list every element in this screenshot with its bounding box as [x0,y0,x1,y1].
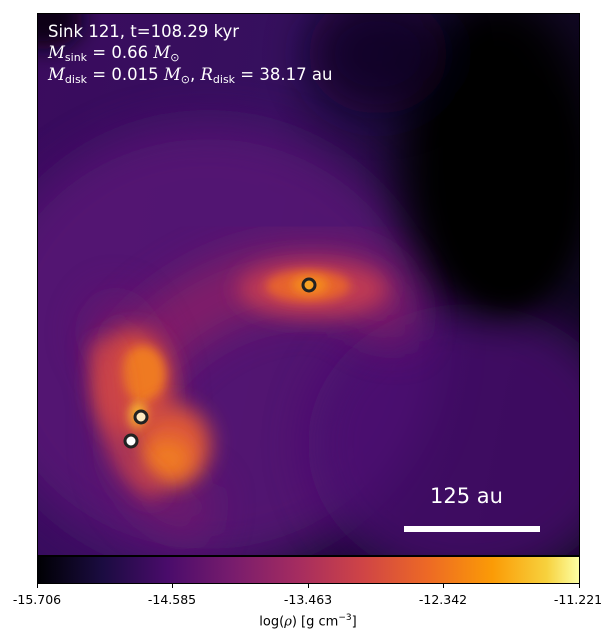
sink-marker [301,277,317,293]
scalebar-label: 125 au [430,484,503,508]
sink-mass: Msink = 0.66 M⊙ [48,43,180,64]
colorbar [37,556,580,584]
disk-properties: Mdisk = 0.015 M⊙, Rdisk = 38.17 au [48,65,333,86]
sink-marker [123,433,139,449]
colorbar-tick [443,584,444,588]
sink-markers [123,277,317,449]
density-image [38,14,579,555]
sink-marker [133,409,149,425]
colorbar-tick [37,584,38,588]
colorbar-tick [579,584,580,588]
density-map: Sink 121, t=108.29 kyr Msink = 0.66 M⊙ M… [37,13,580,556]
scalebar [404,526,540,532]
colorbar-tick-label: -12.342 [418,592,468,607]
colorbar-tick-label: -13.463 [283,592,333,607]
colorbar-tick [172,584,173,588]
colorbar-tick-label: -14.585 [147,592,197,607]
colorbar-tick-label: -11.221 [553,592,603,607]
colorbar-tick-label: -15.706 [12,592,62,607]
colorbar-tick [308,584,309,588]
colorbar-label: log(ρ) [g cm−3] [259,613,357,630]
sink-title: Sink 121, t=108.29 kyr [48,22,240,41]
